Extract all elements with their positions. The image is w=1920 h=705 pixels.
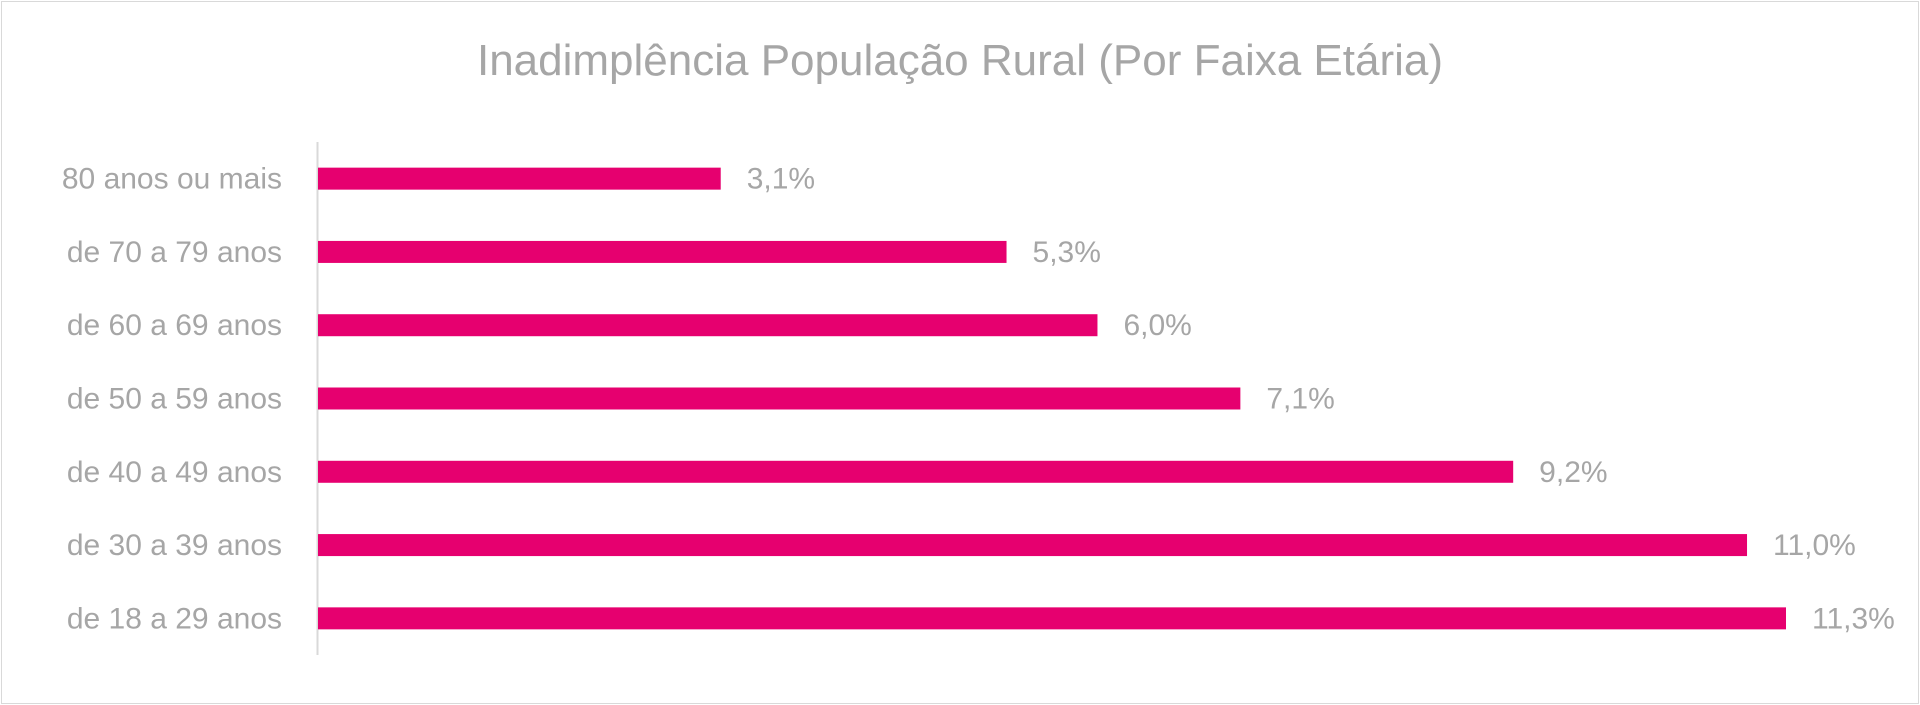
value-label: 11,0% <box>1773 529 1856 562</box>
value-label: 3,1% <box>747 163 815 196</box>
category-label: de 50 a 59 anos <box>67 383 282 416</box>
chart-title: Inadimplência População Rural (Por Faixa… <box>476 36 1444 85</box>
bar <box>318 387 1241 410</box>
value-label: 6,0% <box>1123 309 1191 342</box>
value-label: 5,3% <box>1033 236 1101 269</box>
bar <box>318 607 1786 630</box>
bar <box>318 167 721 190</box>
value-labels: 3,1% 5,3% 6,0% 7,1% 9,2% 11,0% 11,3% <box>747 163 1895 636</box>
category-label: de 30 a 39 anos <box>67 529 282 562</box>
value-label: 9,2% <box>1539 456 1607 489</box>
category-label: de 60 a 69 anos <box>67 309 282 342</box>
bar <box>318 314 1098 337</box>
bar <box>318 240 1007 263</box>
bar <box>318 534 1748 557</box>
category-label: de 70 a 79 anos <box>67 236 282 269</box>
bar <box>318 460 1514 483</box>
value-label: 11,3% <box>1812 602 1895 635</box>
category-label: de 18 a 29 anos <box>67 602 282 635</box>
category-label: de 40 a 49 anos <box>67 456 282 489</box>
bars-group <box>318 167 1786 630</box>
category-labels: 80 anos ou mais de 70 a 79 anos de 60 a 69… <box>62 163 282 636</box>
category-label: 80 anos ou mais <box>62 163 282 196</box>
value-label: 7,1% <box>1266 383 1334 416</box>
